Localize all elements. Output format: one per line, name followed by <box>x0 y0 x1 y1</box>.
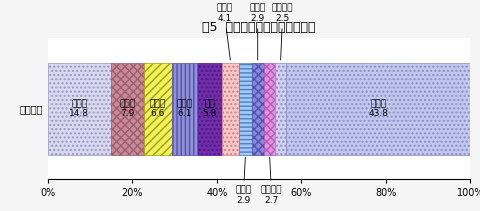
Text: その他
43.8: その他 43.8 <box>368 99 388 118</box>
Bar <box>48 63 110 155</box>
Text: 千葉市
14.8: 千葉市 14.8 <box>69 99 89 118</box>
Bar <box>172 63 198 155</box>
Text: 松戸市
6.6: 松戸市 6.6 <box>150 99 166 118</box>
Text: 八千代市
2.5: 八千代市 2.5 <box>272 4 293 60</box>
Title: 図5  事業所数の市町村別構成比: 図5 事業所数の市町村別構成比 <box>203 21 316 34</box>
Text: 銚子市
2.9: 銚子市 2.9 <box>250 4 266 60</box>
Bar <box>110 63 144 155</box>
Bar <box>222 63 240 155</box>
Bar <box>275 63 286 155</box>
Text: 成田市
2.9: 成田市 2.9 <box>235 157 252 205</box>
Text: 市原市
4.1: 市原市 4.1 <box>216 4 232 60</box>
Bar <box>264 63 275 155</box>
Bar <box>240 63 252 155</box>
Text: 木更津市
2.7: 木更津市 2.7 <box>261 157 282 205</box>
Text: 市川市
6.1: 市川市 6.1 <box>177 99 192 118</box>
Bar <box>286 63 471 155</box>
Bar <box>198 63 222 155</box>
Bar <box>252 63 264 155</box>
Text: 柏市
5.8: 柏市 5.8 <box>203 99 217 118</box>
Text: 船橋市
7.9: 船橋市 7.9 <box>119 99 135 118</box>
Bar <box>144 63 172 155</box>
